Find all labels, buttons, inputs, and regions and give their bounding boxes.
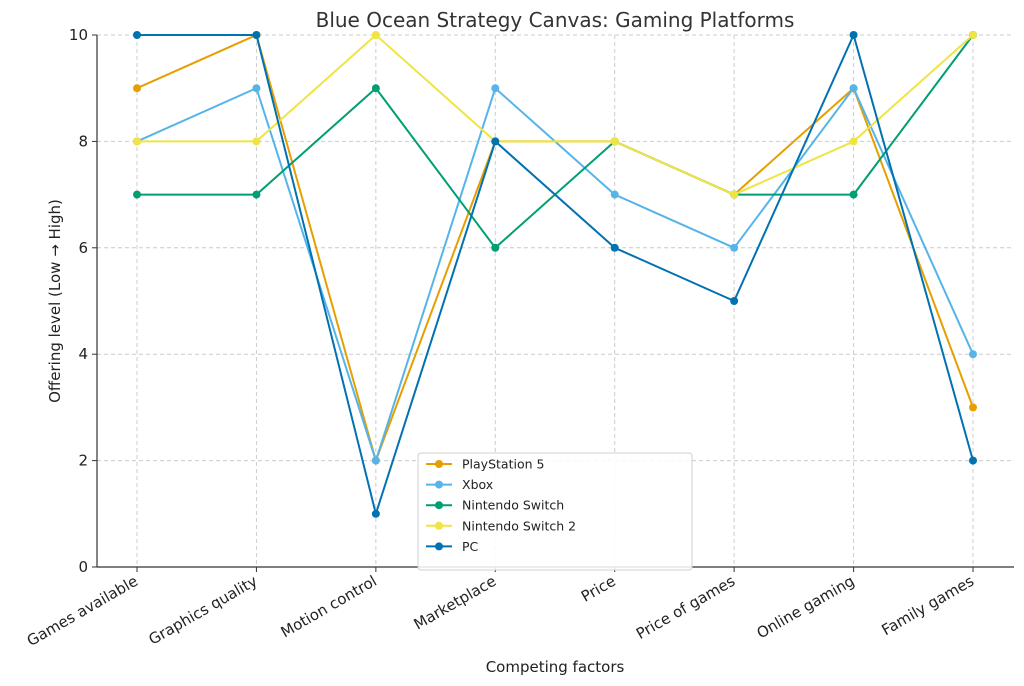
x-axis-label: Competing factors <box>486 658 625 676</box>
y-tick-label: 10 <box>69 26 88 44</box>
y-tick-label: 8 <box>78 132 88 150</box>
legend-label: Nintendo Switch 2 <box>462 518 576 533</box>
data-point <box>849 84 858 93</box>
y-axis-label: Offering level (Low → High) <box>46 199 64 403</box>
data-point <box>730 190 739 199</box>
data-point <box>371 456 380 465</box>
legend-item: Nintendo Switch <box>426 498 564 513</box>
series-3 <box>133 31 977 199</box>
x-tick-label: Graphics quality <box>145 572 260 649</box>
series-line <box>137 34 974 515</box>
data-point <box>969 31 977 39</box>
x-tick-label: Price <box>578 572 619 606</box>
legend-item: Nintendo Switch 2 <box>426 518 576 533</box>
data-point <box>133 137 141 146</box>
data-point <box>730 297 739 305</box>
x-axis-ticks: Games available Graphics quality Motion co… <box>24 567 977 650</box>
data-point <box>610 190 619 199</box>
y-tick-label: 0 <box>78 558 88 576</box>
y-axis-ticks: 0 2 4 6 8 10 <box>69 26 97 576</box>
legend-label: PC <box>462 539 479 554</box>
legend-item: PlayStation 5 <box>426 457 544 472</box>
data-point <box>610 243 619 252</box>
data-point <box>133 190 141 199</box>
y-tick-label: 6 <box>78 239 88 257</box>
data-point <box>491 243 500 252</box>
data-point <box>371 84 380 93</box>
legend-item: Xbox <box>426 477 493 492</box>
legend-swatch-marker <box>435 460 443 468</box>
series-4 <box>133 31 977 518</box>
data-point <box>252 84 261 93</box>
series-line <box>137 34 974 196</box>
x-tick-label: Price of games <box>633 572 738 643</box>
legend-swatch-marker <box>435 542 443 551</box>
x-tick-label: Motion control <box>278 572 380 641</box>
grid-lines <box>97 34 1014 568</box>
data-point <box>371 509 380 518</box>
data-point <box>491 84 500 93</box>
data-point <box>849 137 858 146</box>
data-point <box>969 403 977 412</box>
legend-box <box>417 452 693 571</box>
data-point <box>491 137 500 146</box>
data-point <box>133 84 141 93</box>
data-point <box>371 31 380 39</box>
data-point <box>252 190 261 199</box>
legend-item: PC <box>426 539 479 554</box>
x-tick-label: Games available <box>24 572 141 650</box>
data-point <box>252 137 261 146</box>
x-tick-label: Marketplace <box>411 572 500 634</box>
data-point <box>849 190 858 199</box>
x-tick-label: Family games <box>878 572 977 639</box>
data-point <box>969 456 977 465</box>
legend-swatch-marker <box>435 521 443 530</box>
data-point <box>252 31 261 39</box>
data-point <box>849 31 858 39</box>
data-point <box>610 137 619 146</box>
legend-swatch-marker <box>435 501 443 510</box>
legend-label: Xbox <box>462 477 493 492</box>
data-point <box>969 350 977 359</box>
y-tick-label: 2 <box>78 452 88 470</box>
legend-label: PlayStation 5 <box>462 457 544 472</box>
legend-swatch-marker <box>435 480 443 489</box>
y-tick-label: 4 <box>78 345 88 363</box>
legend: PlayStation 5 Xbox Nintendo Switch Nintendo… <box>417 452 693 571</box>
data-point <box>730 243 739 252</box>
legend-label: Nintendo Switch <box>462 498 564 513</box>
series-lines <box>133 31 977 518</box>
data-point <box>133 31 141 39</box>
chart-title: Blue Ocean Strategy Canvas: Gaming Platf… <box>316 8 795 32</box>
x-tick-label: Online gaming <box>754 572 858 642</box>
